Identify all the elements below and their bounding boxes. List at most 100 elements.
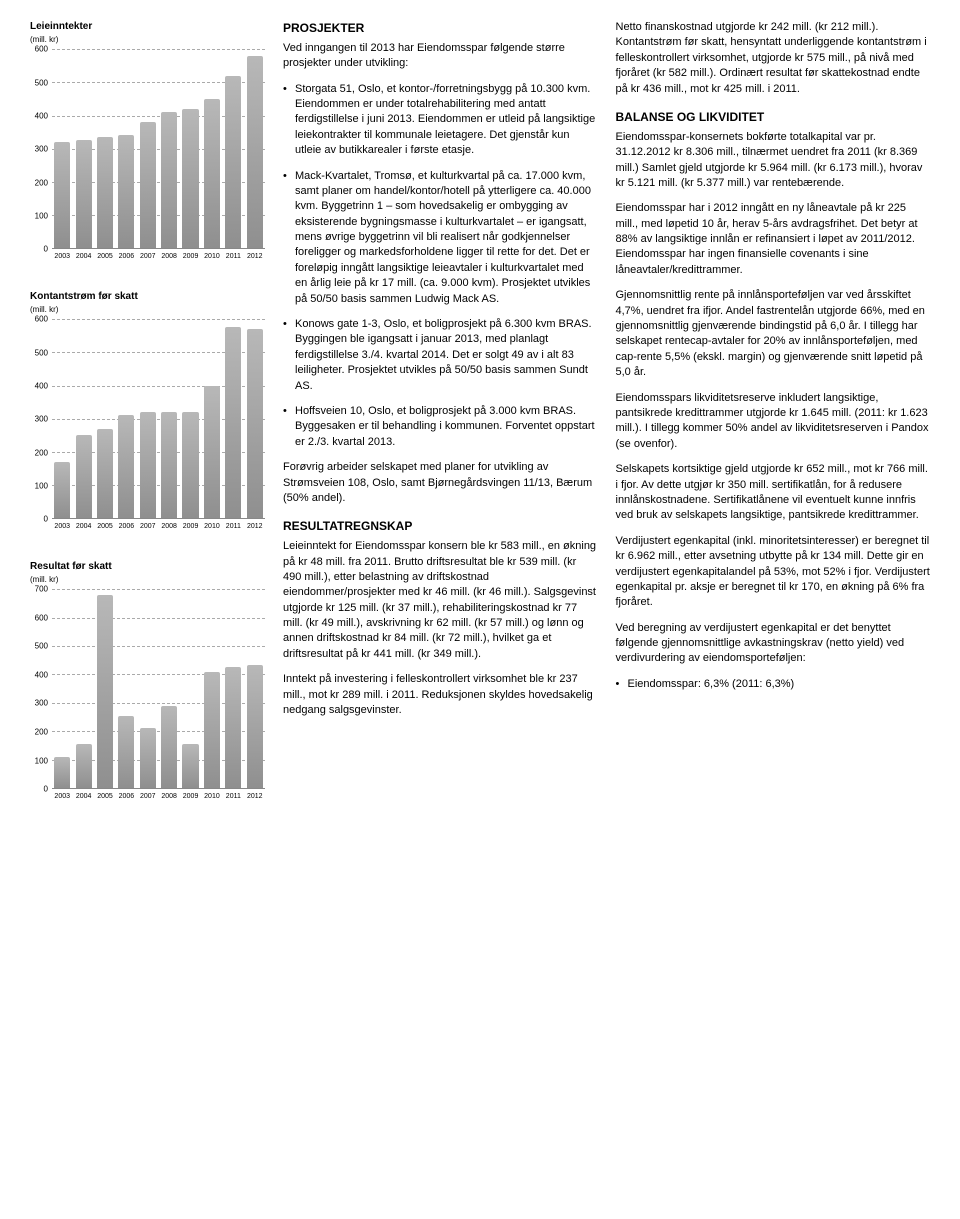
x-axis: 2003 2004 2005 2006 2007 2008 2009 2010 2011 2012 xyxy=(30,792,265,802)
plot-area xyxy=(52,589,265,789)
y-tick-label: 200 xyxy=(35,726,48,737)
x-labels: 2003200420052006200720082009201020112012 xyxy=(52,252,265,262)
text-col-1: PROSJEKTER Ved inngangen til 2013 har Ei… xyxy=(283,20,598,830)
x-tick-label: 2008 xyxy=(161,792,177,802)
x-tick-label: 2010 xyxy=(204,522,220,532)
x-tick-label: 2003 xyxy=(54,252,70,262)
chart-area: 0100200300400500600700 xyxy=(30,589,265,789)
x-tick-label: 2005 xyxy=(97,792,113,802)
x-tick-label: 2009 xyxy=(182,792,198,802)
x-tick-label: 2005 xyxy=(97,252,113,262)
x-tick-label: 2006 xyxy=(118,522,134,532)
page: Leieinntekter (mill. kr) 0 100 200 300 400 500 6… xyxy=(30,20,930,830)
y-tick-label: 300 xyxy=(35,698,48,709)
bar xyxy=(97,429,113,519)
bar xyxy=(204,386,220,519)
yield-list: Eiendomsspar: 6,3% (2011: 6,3%) xyxy=(616,677,931,692)
paragraph: Eiendomsspar har i 2012 inngått en ny lå… xyxy=(616,201,931,278)
list-item: Konows gate 1-3, Oslo, et boligprosjekt … xyxy=(283,317,598,394)
y-tick-label: 0 xyxy=(44,514,48,525)
x-tick-label: 2007 xyxy=(140,522,156,532)
list-item: Eiendomsspar: 6,3% (2011: 6,3%) xyxy=(616,677,931,692)
x-tick-label: 2003 xyxy=(54,522,70,532)
bar xyxy=(54,142,70,248)
chart-subtitle: (mill. kr) xyxy=(30,304,265,315)
text-columns: PROSJEKTER Ved inngangen til 2013 har Ei… xyxy=(283,20,930,830)
bar xyxy=(161,412,177,518)
bar xyxy=(204,99,220,248)
bar xyxy=(140,728,156,788)
bar xyxy=(182,412,198,518)
heading-resultatregnskap: RESULTATREGNSKAP xyxy=(283,518,598,535)
bar xyxy=(225,327,241,518)
y-tick-label: 400 xyxy=(35,669,48,680)
x-tick-label: 2004 xyxy=(76,522,92,532)
x-tick-label: 2010 xyxy=(204,792,220,802)
chart-area: 0100200300400500600 xyxy=(30,49,265,249)
paragraph: Ved beregning av verdijustert egenkapita… xyxy=(616,621,931,667)
y-tick-label: 400 xyxy=(35,380,48,391)
list-item: Hoffsveien 10, Oslo, et boligprosjekt på… xyxy=(283,404,598,450)
x-tick-label: 2010 xyxy=(204,252,220,262)
paragraph: Netto finanskostnad utgjorde kr 242 mill… xyxy=(616,20,931,97)
y-axis: 0100200300400500600 xyxy=(30,49,52,249)
bar xyxy=(54,462,70,518)
intro-text: Ved inngangen til 2013 har Eiendomsspar … xyxy=(283,41,598,72)
y-axis: 0100200300400500600700 xyxy=(30,589,52,789)
paragraph: Eiendomsspar-konsernets bokførte totalka… xyxy=(616,130,931,192)
x-tick-label: 2007 xyxy=(140,792,156,802)
bar xyxy=(76,435,92,518)
bar xyxy=(54,757,70,788)
bar xyxy=(76,744,92,788)
chart-title: Leieinntekter xyxy=(30,20,265,34)
bar xyxy=(225,667,241,788)
x-axis: 2003200420052006200720082009201020112012 xyxy=(30,252,265,262)
x-tick-label: 2004 xyxy=(76,252,92,262)
bar xyxy=(97,137,113,248)
y-tick-label: 700 xyxy=(35,584,48,595)
bar xyxy=(140,412,156,518)
paragraph: Verdijustert egenkapital (inkl. minorite… xyxy=(616,534,931,611)
y-tick-label: 200 xyxy=(35,447,48,458)
list-item: Storgata 51, Oslo, et kontor-/forretning… xyxy=(283,82,598,159)
y-tick-label: 500 xyxy=(35,347,48,358)
chart-subtitle: (mill. kr) xyxy=(30,574,265,585)
y-tick-label: 100 xyxy=(35,210,48,221)
x-tick-label: 2012 xyxy=(247,252,263,262)
bar xyxy=(118,415,134,518)
y-tick-label: 300 xyxy=(35,414,48,425)
x-tick-label: 2006 xyxy=(118,252,134,262)
bars-container xyxy=(52,589,265,788)
chart-title: Resultat før skatt xyxy=(30,560,265,574)
paragraph: Selskapets kortsiktige gjeld utgjorde kr… xyxy=(616,462,931,524)
y-tick-label: 200 xyxy=(35,177,48,188)
x-tick-label: 2007 xyxy=(140,252,156,262)
plot-area xyxy=(52,49,265,249)
y-tick-label: 0 xyxy=(44,784,48,795)
bar xyxy=(247,329,263,518)
chart-resultat: Resultat før skatt(mill. kr) 0 100 200 300 40… xyxy=(30,560,265,802)
x-tick-label: 2003 xyxy=(54,792,70,802)
y-tick-label: 500 xyxy=(35,77,48,88)
x-tick-label: 2006 xyxy=(118,792,134,802)
bar xyxy=(161,112,177,248)
bar xyxy=(247,665,263,789)
plot-area xyxy=(52,319,265,519)
text-col-2: Netto finanskostnad utgjorde kr 242 mill… xyxy=(616,20,931,830)
paragraph: Leieinntekt for Eiendomsspar konsern ble… xyxy=(283,539,598,662)
x-tick-label: 2009 xyxy=(182,522,198,532)
bars-container xyxy=(52,319,265,518)
x-tick-label: 2004 xyxy=(76,792,92,802)
bar xyxy=(225,76,241,248)
x-tick-label: 2012 xyxy=(247,792,263,802)
y-tick-label: 100 xyxy=(35,480,48,491)
y-tick-label: 600 xyxy=(35,314,48,325)
x-tick-label: 2011 xyxy=(225,792,241,802)
paragraph: Inntekt på investering i felleskontrolle… xyxy=(283,672,598,718)
y-tick-label: 600 xyxy=(35,44,48,55)
x-tick-label: 2005 xyxy=(97,522,113,532)
bar xyxy=(76,140,92,248)
y-tick-label: 100 xyxy=(35,755,48,766)
x-tick-label: 2008 xyxy=(161,252,177,262)
charts-column: Leieinntekter (mill. kr) 0 100 200 300 400 500 6… xyxy=(30,20,265,830)
